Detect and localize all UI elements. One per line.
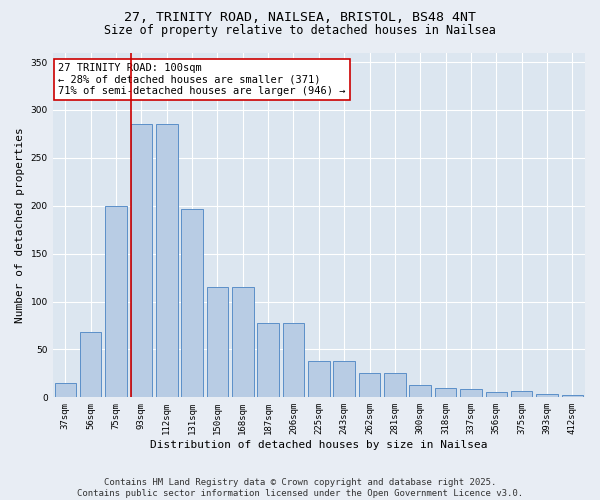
Text: Size of property relative to detached houses in Nailsea: Size of property relative to detached ho…: [104, 24, 496, 37]
Bar: [283, 322, 304, 398]
Bar: [80, 332, 101, 398]
Bar: [206, 287, 228, 398]
Bar: [536, 394, 558, 398]
Text: Contains HM Land Registry data © Crown copyright and database right 2025.
Contai: Contains HM Land Registry data © Crown c…: [77, 478, 523, 498]
Bar: [435, 388, 457, 398]
Bar: [156, 124, 178, 398]
Bar: [55, 383, 76, 398]
Bar: [359, 374, 380, 398]
Text: 27, TRINITY ROAD, NAILSEA, BRISTOL, BS48 4NT: 27, TRINITY ROAD, NAILSEA, BRISTOL, BS48…: [124, 11, 476, 24]
Text: 27 TRINITY ROAD: 100sqm
← 28% of detached houses are smaller (371)
71% of semi-d: 27 TRINITY ROAD: 100sqm ← 28% of detache…: [58, 63, 346, 96]
Bar: [131, 124, 152, 398]
Bar: [181, 208, 203, 398]
Bar: [485, 392, 507, 398]
X-axis label: Distribution of detached houses by size in Nailsea: Distribution of detached houses by size …: [150, 440, 488, 450]
Y-axis label: Number of detached properties: Number of detached properties: [15, 127, 25, 323]
Bar: [257, 322, 279, 398]
Bar: [409, 385, 431, 398]
Bar: [308, 361, 329, 398]
Bar: [384, 374, 406, 398]
Bar: [460, 388, 482, 398]
Bar: [562, 396, 583, 398]
Bar: [105, 206, 127, 398]
Bar: [511, 390, 532, 398]
Bar: [334, 361, 355, 398]
Bar: [232, 287, 254, 398]
